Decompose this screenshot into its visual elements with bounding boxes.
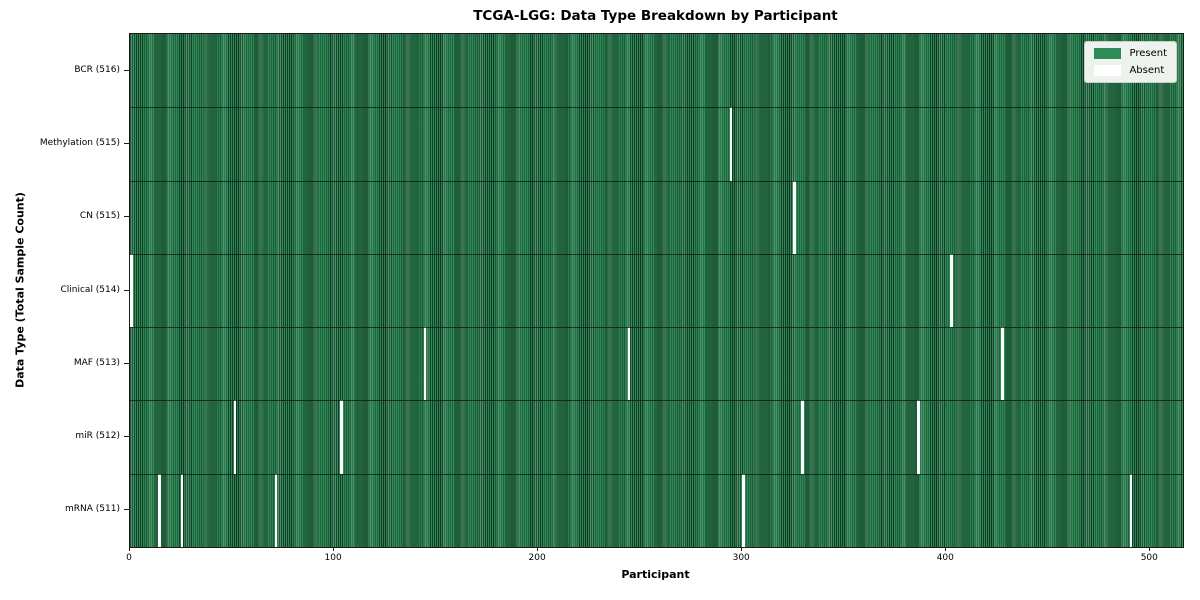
y-tick-label: Methylation (515) bbox=[39, 137, 120, 148]
x-tick-mark bbox=[332, 547, 334, 551]
absent-mark bbox=[917, 400, 921, 474]
legend-label-absent: Absent bbox=[1129, 65, 1165, 76]
row-separator bbox=[130, 107, 1183, 109]
row-separator bbox=[130, 327, 1183, 329]
row-separator bbox=[130, 473, 1183, 475]
absent-mark bbox=[741, 473, 745, 547]
absent-mark bbox=[274, 473, 278, 547]
data-row-mir bbox=[130, 400, 1183, 474]
legend: Present Absent bbox=[1084, 41, 1177, 83]
x-tick-mark bbox=[128, 547, 130, 551]
data-row-bcr bbox=[130, 34, 1183, 107]
legend-swatch-absent-icon bbox=[1094, 65, 1122, 76]
absent-mark bbox=[423, 327, 427, 401]
absent-mark bbox=[792, 180, 796, 254]
x-tick-label: 300 bbox=[732, 553, 750, 563]
legend-label-present: Present bbox=[1129, 48, 1167, 59]
absent-mark bbox=[729, 107, 733, 181]
y-tick-mark bbox=[124, 436, 129, 438]
data-row-cn bbox=[130, 180, 1183, 254]
absent-mark bbox=[1129, 473, 1133, 547]
x-tick-mark bbox=[536, 547, 538, 551]
y-tick-mark bbox=[124, 289, 129, 291]
plot-area: Present Absent bbox=[129, 33, 1184, 548]
chart-title: TCGA-LGG: Data Type Breakdown by Partici… bbox=[473, 8, 838, 24]
x-tick-mark bbox=[944, 547, 946, 551]
y-tick-label: miR (512) bbox=[75, 431, 120, 442]
legend-item-present: Present bbox=[1094, 48, 1167, 59]
x-tick-label: 500 bbox=[1140, 553, 1158, 563]
absent-mark bbox=[801, 400, 804, 474]
data-row-maf bbox=[130, 327, 1183, 401]
x-tick-label: 400 bbox=[936, 553, 954, 563]
y-tick-label: MAF (513) bbox=[73, 357, 120, 368]
x-tick-mark bbox=[740, 547, 742, 551]
absent-mark bbox=[130, 253, 133, 328]
legend-item-absent: Absent bbox=[1094, 65, 1167, 76]
absent-mark bbox=[339, 400, 343, 474]
y-tick-mark bbox=[124, 216, 129, 218]
x-axis-label: Participant bbox=[621, 568, 690, 581]
y-tick-mark bbox=[124, 142, 129, 144]
data-row-methylation bbox=[130, 107, 1183, 181]
data-row-mrna bbox=[130, 473, 1183, 547]
row-separator bbox=[130, 400, 1183, 402]
x-tick-label: 200 bbox=[528, 553, 546, 563]
y-tick-label: CN (515) bbox=[79, 211, 120, 222]
y-tick-label: Clinical (514) bbox=[60, 284, 120, 295]
y-tick-label: mRNA (511) bbox=[65, 504, 120, 515]
row-separator bbox=[130, 180, 1183, 182]
x-tick-mark bbox=[1148, 547, 1150, 551]
absent-mark bbox=[158, 473, 161, 547]
row-separator bbox=[130, 253, 1183, 255]
absent-mark bbox=[180, 473, 184, 547]
x-tick-label: 100 bbox=[324, 553, 342, 563]
y-tick-mark bbox=[124, 69, 129, 71]
absent-mark bbox=[1001, 327, 1004, 401]
absent-mark bbox=[950, 253, 953, 328]
data-row-clinical bbox=[130, 253, 1183, 328]
legend-swatch-present-icon bbox=[1094, 48, 1122, 59]
x-tick-label: 0 bbox=[126, 553, 132, 563]
y-tick-mark bbox=[124, 509, 129, 511]
y-tick-label: BCR (516) bbox=[74, 64, 120, 75]
absent-mark bbox=[233, 400, 237, 474]
y-tick-mark bbox=[124, 362, 129, 364]
absent-mark bbox=[627, 327, 631, 401]
